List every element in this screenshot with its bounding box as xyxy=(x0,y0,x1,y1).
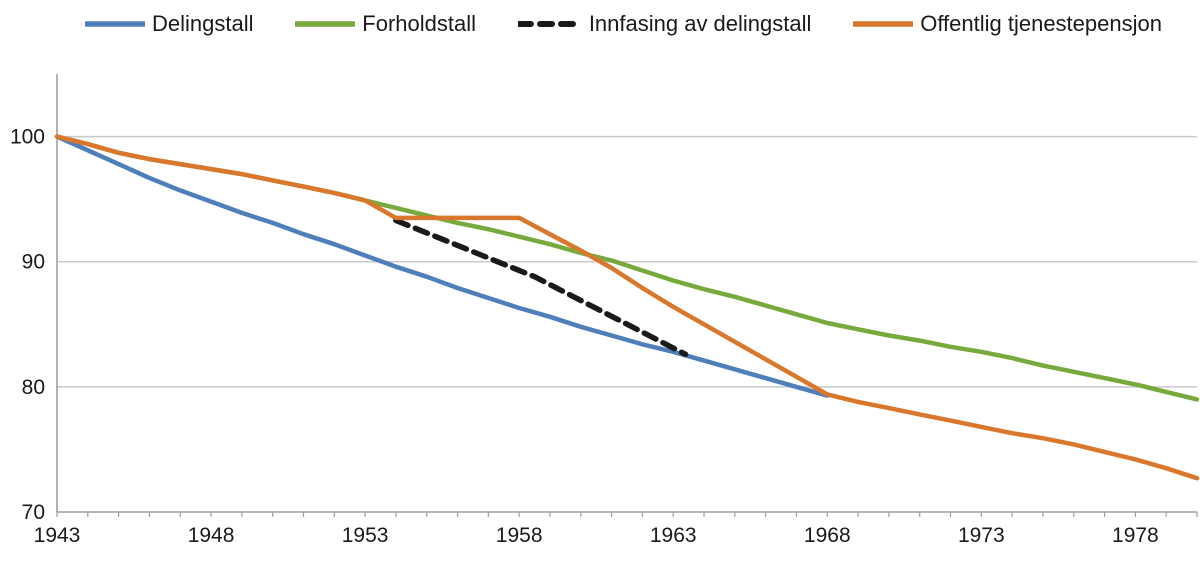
legend-item-delingstall: Delingstall xyxy=(85,13,254,35)
legend-item-forholdstall: Forholdstall xyxy=(295,13,476,35)
x-tick-label-1978: 1978 xyxy=(1112,524,1159,547)
x-tick-label-1953: 1953 xyxy=(342,524,389,547)
y-tick-label-70: 70 xyxy=(22,501,45,524)
chart-legend: Delingstall Forholdstall Innfasing av de… xyxy=(85,13,1162,35)
legend-label-delingstall: Delingstall xyxy=(152,11,254,36)
x-tick-label-1963: 1963 xyxy=(650,524,697,547)
innfasing-dashed-line-swatch-icon xyxy=(517,21,582,27)
series-line-forholdstall xyxy=(54,134,1200,402)
x-tick-label-1948: 1948 xyxy=(188,524,235,547)
legend-item-innfasing: Innfasing av delingstall xyxy=(517,11,812,36)
legend-label-offentlig-tjenestepensjon: Offentlig tjenestepensjon xyxy=(920,11,1162,36)
delingstall-line-swatch-icon xyxy=(85,21,145,27)
x-tick-label-1943: 1943 xyxy=(34,524,81,547)
series-line-delingstall xyxy=(54,134,830,398)
legend-label-forholdstall: Forholdstall xyxy=(362,11,477,36)
y-tick-label-100: 100 xyxy=(10,126,45,149)
x-tick-label-1973: 1973 xyxy=(958,524,1005,547)
x-tick-label-1968: 1968 xyxy=(804,524,851,547)
y-tick-label-80: 80 xyxy=(22,376,45,399)
forholdstall-line-swatch-icon xyxy=(295,21,356,27)
legend-item-offentlig-tjenestepensjon: Offentlig tjenestepensjon xyxy=(853,13,1162,35)
offentlig-tjenestepensjon-line-swatch-icon xyxy=(853,21,914,27)
x-tick-label-1958: 1958 xyxy=(496,524,543,547)
y-tick-label-90: 90 xyxy=(22,251,45,274)
legend-label-innfasing: Innfasing av delingstall xyxy=(588,11,812,36)
series-line-offentlig-tjenestepensjon xyxy=(54,134,1200,481)
series-line-innfasing-av-delingstall xyxy=(393,217,689,358)
